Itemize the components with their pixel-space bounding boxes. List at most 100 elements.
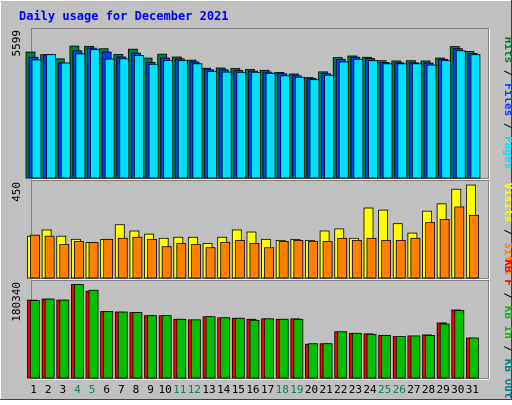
visits-bar-sites-day-3 <box>59 244 70 279</box>
day-label-30: 30 <box>451 383 464 396</box>
kbytes-bar-kb-in-day-14 <box>220 317 231 379</box>
day-label-14: 14 <box>217 383 231 396</box>
day-label-10: 10 <box>159 383 172 396</box>
day-label-28: 28 <box>422 383 435 396</box>
kbytes-bar-kb-in-day-7 <box>117 311 128 379</box>
hits-bar-pages-day-21 <box>324 74 335 179</box>
visits-bar-sites-day-25 <box>381 239 392 279</box>
kbytes-legend: KB F / KB In / KB Out <box>502 259 512 398</box>
visits-panel: 450 Visits / Sites <box>10 180 512 280</box>
day-label-23: 23 <box>349 383 362 396</box>
legend-separator: / <box>502 222 512 242</box>
hits-bar-pages-day-31 <box>470 54 481 179</box>
hits-legend: Hits / Files / Pages <box>502 37 512 170</box>
visits-bar-sites-day-16 <box>249 243 260 279</box>
hits-bar-pages-day-25 <box>382 63 393 179</box>
hits-bar-pages-day-23 <box>353 58 364 179</box>
kbytes-bar-kb-in-day-22 <box>337 331 348 379</box>
visits-bar-sites-day-2 <box>44 235 55 279</box>
hits-bar-pages-day-12 <box>192 63 203 179</box>
hits-bar-pages-day-19 <box>294 76 305 179</box>
legend-separator: / <box>502 339 512 359</box>
day-label-13: 13 <box>202 383 215 396</box>
visits-bar-sites-day-1 <box>30 234 40 279</box>
day-label-12: 12 <box>188 383 201 396</box>
visits-bar-sites-day-22 <box>337 237 348 279</box>
day-label-20: 20 <box>305 383 318 396</box>
hits-bar-pages-day-27 <box>411 63 422 179</box>
legend-visits: Visits <box>502 183 512 223</box>
hits-bar-pages-day-15 <box>236 72 247 179</box>
day-label-6: 6 <box>103 383 110 396</box>
visits-bar-sites-day-30 <box>454 206 465 279</box>
visits-bar-sites-day-19 <box>293 239 304 279</box>
day-label-18: 18 <box>276 383 289 396</box>
day-label-2: 2 <box>45 383 52 396</box>
visits-bar-sites-day-26 <box>395 239 406 279</box>
hits-bar-pages-day-3 <box>60 62 71 179</box>
hits-bar-pages-day-20 <box>309 79 320 179</box>
day-label-5: 5 <box>89 383 96 396</box>
hits-bar-pages-day-7 <box>119 58 130 179</box>
day-label-29: 29 <box>437 383 450 396</box>
visits-bar-sites-day-8 <box>132 236 143 279</box>
hits-bar-pages-day-2 <box>46 54 57 179</box>
day-label-22: 22 <box>334 383 347 396</box>
hits-bar-pages-day-22 <box>338 61 349 179</box>
kbytes-bar-kb-in-day-3 <box>59 299 70 379</box>
hits-panel: 5599 Hits / Files / Pages <box>10 28 512 180</box>
kbytes-bar-kb-in-day-20 <box>308 343 318 379</box>
visits-bar-sites-day-5 <box>88 242 99 279</box>
day-label-24: 24 <box>363 383 377 396</box>
visits-bar-sites-day-27 <box>410 237 421 279</box>
day-label-31: 31 <box>466 383 479 396</box>
hits-bar-pages-day-26 <box>397 63 408 179</box>
kbytes-max-label: 180340 <box>10 282 23 322</box>
day-label-11: 11 <box>173 383 186 396</box>
chart-title: Daily usage for December 2021 <box>19 9 229 23</box>
hits-bar-pages-day-1 <box>31 59 42 179</box>
legend-kb-f: KB F <box>502 259 512 286</box>
kbytes-bar-kb-in-day-16 <box>249 319 260 379</box>
hits-bar-pages-day-30 <box>455 50 466 179</box>
visits-bar-sites-day-14 <box>220 242 231 279</box>
hits-bar-pages-day-8 <box>134 55 144 179</box>
visits-bar-sites-day-17 <box>264 247 274 279</box>
hits-max-label: 5599 <box>10 30 23 57</box>
day-label-25: 25 <box>378 383 391 396</box>
hits-bar-pages-day-5 <box>90 49 100 179</box>
kbytes-bar-kb-in-day-9 <box>147 315 157 379</box>
day-label-21: 21 <box>319 383 332 396</box>
visits-bar-sites-day-11 <box>176 243 187 279</box>
kbytes-bar-kb-in-day-4 <box>73 284 84 379</box>
kbytes-panel: 180340 KB F / KB In / KB Out <box>10 259 512 398</box>
visits-bar-sites-day-4 <box>73 241 84 279</box>
kbytes-bar-kb-in-day-29 <box>439 323 450 379</box>
legend-separator: / <box>502 63 512 83</box>
visits-bar-sites-day-18 <box>278 241 289 279</box>
visits-bar-sites-day-7 <box>117 237 128 279</box>
visits-bar-sites-day-28 <box>425 222 435 279</box>
visits-plot-area <box>31 180 489 279</box>
visits-legend: Visits / Sites <box>502 183 512 276</box>
kbytes-bar-kb-in-day-26 <box>395 336 406 379</box>
day-label-4: 4 <box>74 383 81 396</box>
kbytes-bar-kb-in-day-24 <box>366 333 377 379</box>
visits-bar-sites-day-10 <box>161 246 172 279</box>
visits-bar-sites-day-20 <box>308 241 318 279</box>
kbytes-bar-kb-in-day-5 <box>88 289 99 379</box>
kbytes-bar-kb-in-day-2 <box>44 298 55 379</box>
kbytes-bar-kb-in-day-11 <box>176 318 187 379</box>
visits-max-label: 450 <box>10 182 23 202</box>
day-label-27: 27 <box>407 383 420 396</box>
kbytes-bar-kb-in-day-27 <box>410 335 421 379</box>
kbytes-bar-kb-in-day-31 <box>468 337 479 379</box>
kbytes-bar-kb-in-day-1 <box>30 300 40 379</box>
legend-pages: Pages <box>502 136 512 169</box>
hits-bar-pages-day-6 <box>104 58 115 179</box>
visits-bar-sites-day-29 <box>439 219 450 279</box>
kbytes-bar-kb-in-day-13 <box>205 316 216 379</box>
hits-bar-pages-day-13 <box>207 71 217 179</box>
legend-separator: / <box>502 116 512 136</box>
kbytes-bar-kb-in-day-15 <box>234 317 245 379</box>
